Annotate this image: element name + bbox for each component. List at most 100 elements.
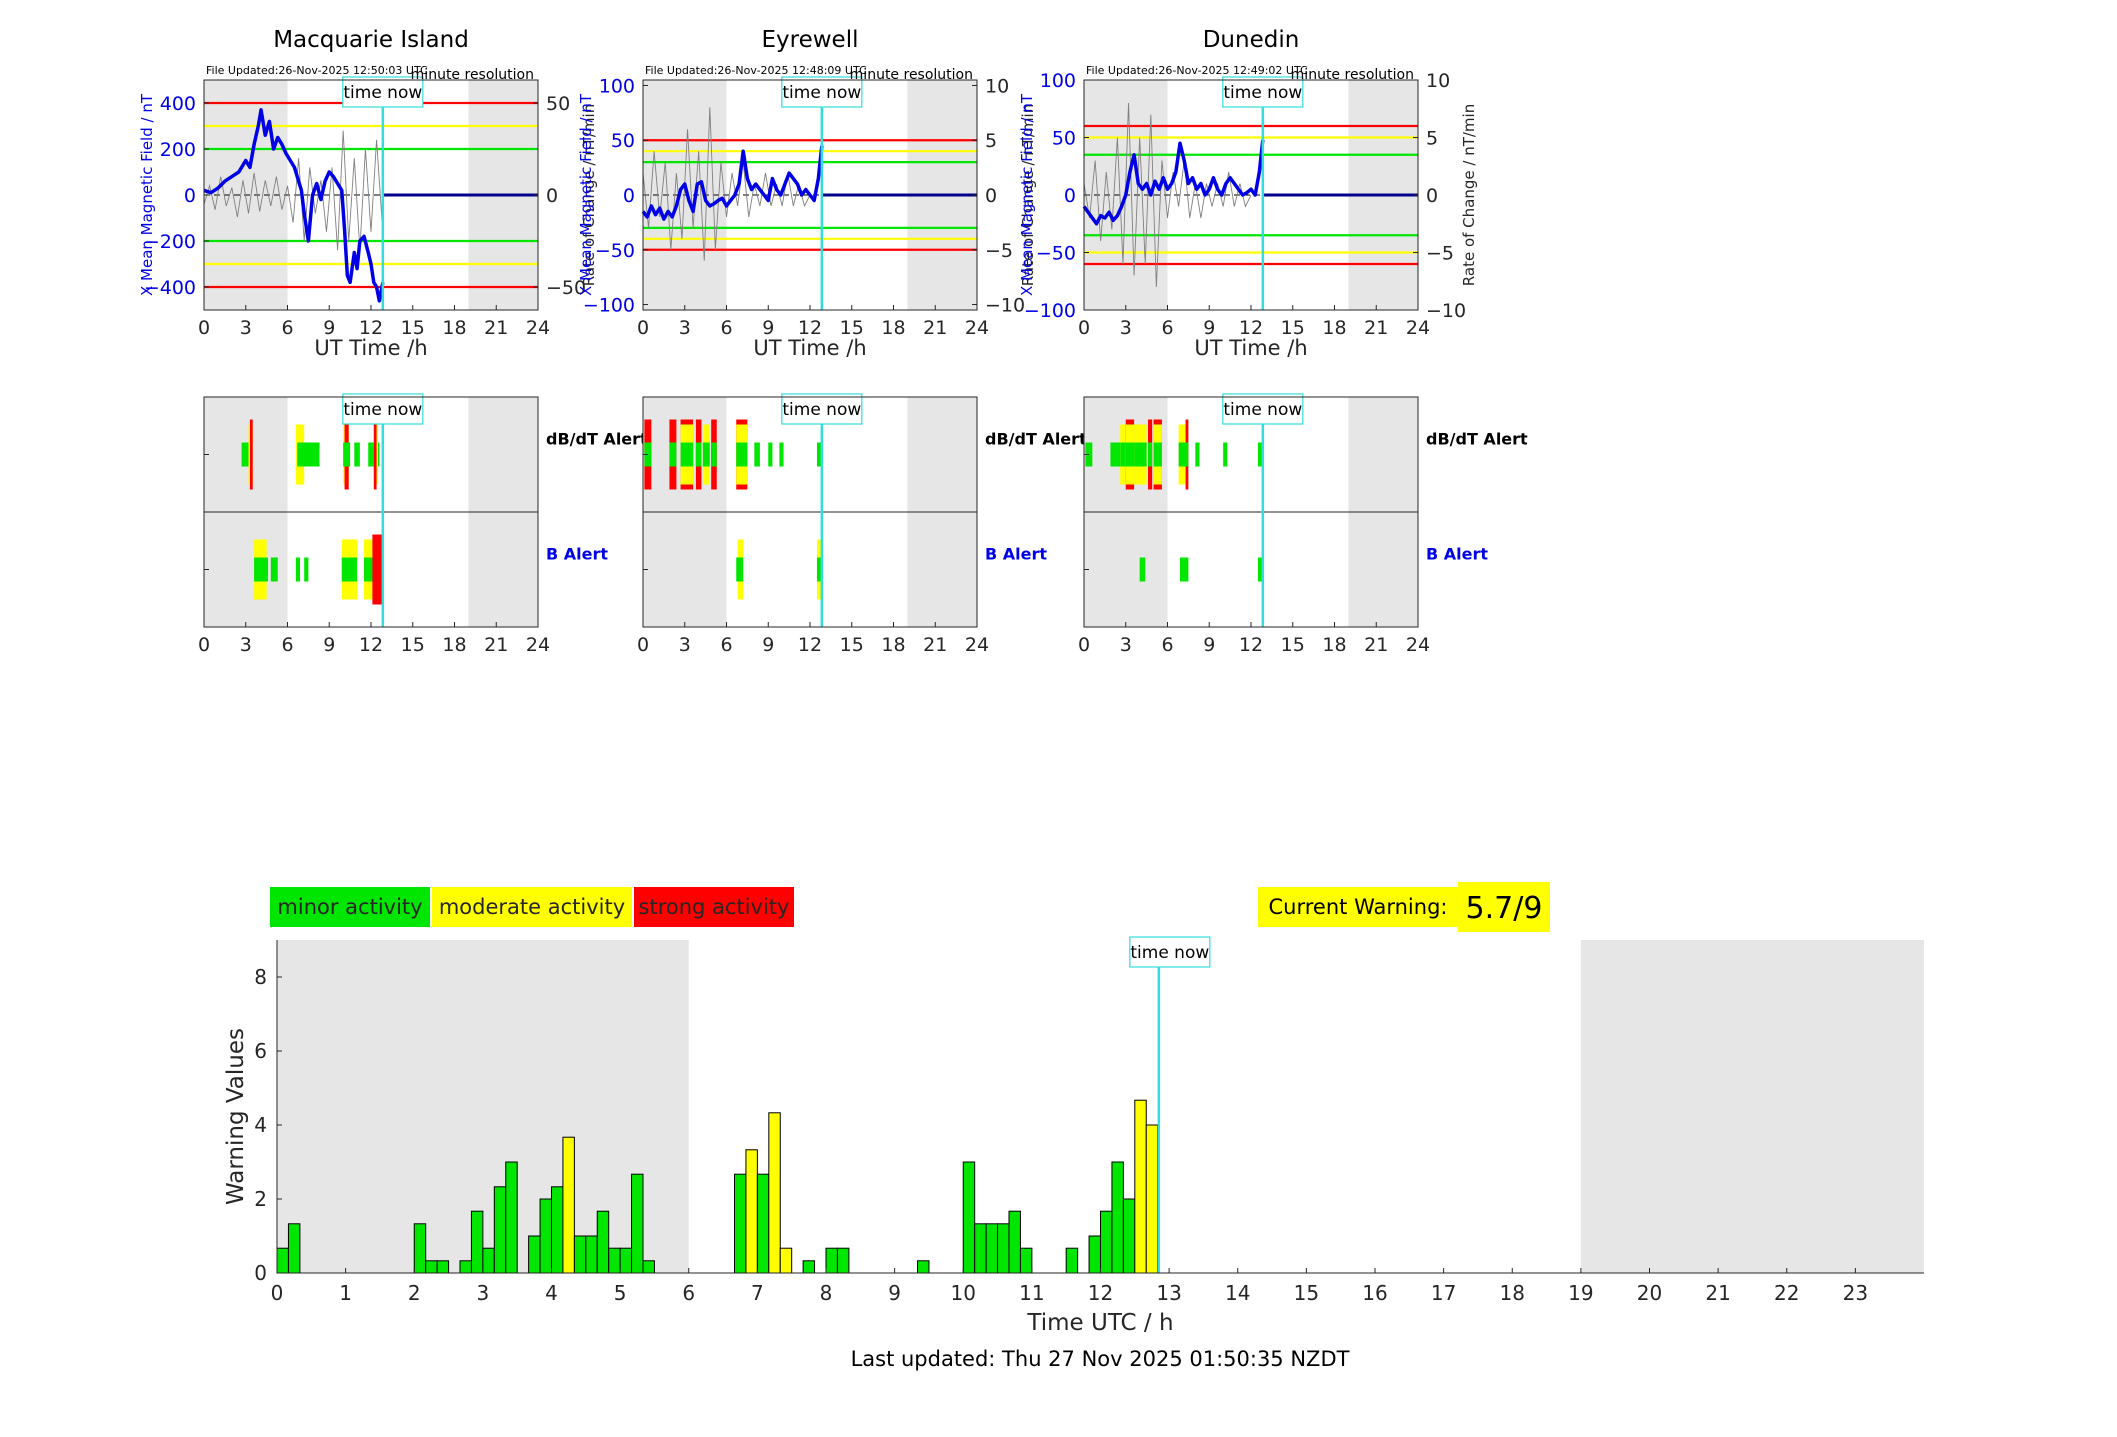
warning-bar <box>917 1260 930 1274</box>
x-tick-label: 0 <box>198 634 210 656</box>
alert-event <box>680 442 694 467</box>
y-left-tick-label: 0 <box>1064 185 1076 207</box>
y-left-axis-label: X Mean Magnetic Field / nT <box>138 93 156 296</box>
alert-event <box>341 557 358 582</box>
x-tick-label: 19 <box>1568 1281 1593 1305</box>
x-tick-label: 3 <box>477 1281 490 1305</box>
warning-bar <box>482 1247 495 1274</box>
alert-event <box>779 442 784 467</box>
x-tick-label: 9 <box>762 634 774 656</box>
x-tick-label: 21 <box>484 317 508 339</box>
alert-event <box>702 442 710 467</box>
x-tick-label: 15 <box>401 317 425 339</box>
y-tick-label: 4 <box>254 1113 267 1137</box>
current-warning-value-bg <box>1458 882 1550 932</box>
legend-swatch <box>270 887 430 927</box>
time-now-label: time now <box>1223 400 1302 420</box>
alert-event <box>1134 442 1147 467</box>
y-left-tick-label: −50 <box>595 240 635 262</box>
x-tick-label: 11 <box>1019 1281 1044 1305</box>
x-tick-label: 24 <box>526 634 550 656</box>
warning-bar <box>1065 1247 1079 1274</box>
alert-event <box>1110 442 1121 467</box>
y-left-tick-label: 0 <box>184 185 196 207</box>
file-updated: File Updated:26-Nov-2025 12:49:02 UTC <box>1086 64 1308 77</box>
time-now-label: time now <box>782 400 861 420</box>
x-tick-label: 5 <box>614 1281 627 1305</box>
y-left-tick-label: 50 <box>1052 128 1076 150</box>
warning-bar <box>459 1260 472 1274</box>
warning-bar <box>1122 1198 1136 1274</box>
alert-event <box>373 419 377 490</box>
alert-event <box>768 442 773 467</box>
x-tick-label: 6 <box>1161 317 1173 339</box>
alert-event <box>1185 442 1189 467</box>
activity-legend: minor activity moderate activity strong ac… <box>270 887 794 927</box>
legend-swatch <box>432 887 632 927</box>
warning-bar <box>539 1198 553 1274</box>
resolution-label: minute resolution <box>1291 67 1414 83</box>
y-left-tick-label: 400 <box>160 93 196 115</box>
alert-row-label: B Alert <box>1426 545 1488 564</box>
warning-bar <box>1134 1099 1147 1274</box>
x-tick-label: 3 <box>240 634 252 656</box>
footer-last-updated: Last updated: Thu 27 Nov 2025 01:50:35 N… <box>851 1347 1350 1371</box>
x-axis-label: UT Time /h <box>753 336 866 360</box>
alert-event <box>669 442 677 467</box>
x-tick-label: 24 <box>1406 634 1430 656</box>
x-tick-label: 9 <box>1203 317 1215 339</box>
x-tick-label: 21 <box>484 634 508 656</box>
time-now-box <box>781 393 863 425</box>
x-tick-label: 23 <box>1843 1281 1868 1305</box>
time-now-box <box>342 393 424 425</box>
warning-bar <box>642 1260 655 1274</box>
rate-of-change-line <box>203 130 383 251</box>
rate-of-change-line <box>1083 102 1252 288</box>
warning-bar <box>1111 1161 1124 1274</box>
warning-bar <box>836 1247 850 1274</box>
alert-event <box>1257 557 1263 582</box>
warning-bar <box>1008 1210 1021 1274</box>
alert-event <box>1153 442 1162 467</box>
warning-bar <box>825 1247 838 1274</box>
warning-bar <box>768 1112 781 1274</box>
y-tick-label: 2 <box>254 1187 267 1211</box>
alert-event <box>736 442 748 467</box>
x-tick-label: 3 <box>679 317 691 339</box>
warning-bar <box>745 1149 758 1274</box>
mean-field-line <box>203 108 385 303</box>
y-left-tick-label: −100 <box>1024 300 1076 322</box>
x-tick-label: 12 <box>359 317 383 339</box>
time-now-box <box>1222 76 1304 108</box>
warning-bar <box>287 1223 301 1274</box>
warning-bar <box>425 1260 438 1274</box>
alert-event <box>816 442 822 467</box>
current-warning: Current Warning: 5.7/9 <box>1258 882 1550 932</box>
mean-field-line <box>1082 139 1265 226</box>
warning-bar <box>619 1247 633 1274</box>
y-right-tick-label: −10 <box>985 295 1025 317</box>
x-tick-label: 15 <box>840 634 864 656</box>
y-right-tick-label: 10 <box>1426 70 1450 92</box>
y-right-tick-label: 0 <box>985 185 997 207</box>
y-left-tick-label: 50 <box>611 130 635 152</box>
time-now-label: time now <box>343 400 422 420</box>
time-now-label: time now <box>782 83 861 103</box>
alert-event <box>1120 442 1126 467</box>
y-left-tick-label: 200 <box>160 139 196 161</box>
x-tick-label: 6 <box>682 1281 695 1305</box>
alert-panel-3: time now dB/dT Alert B Alert 0 3 6 9 12 15 18 21 24 <box>1078 393 1528 656</box>
y-left-axis-label: X Mean Magnetic Field / nT <box>1018 93 1036 296</box>
station-panel-3: Dunedin time now 0 3 6 9 12 15 18 21 24 UT Time /h −… <box>1018 27 1478 360</box>
x-tick-label: 9 <box>1203 634 1215 656</box>
x-tick-label: 15 <box>1281 317 1305 339</box>
y-left-tick-label: −50 <box>1036 243 1076 265</box>
current-warning-label-bg <box>1258 887 1458 927</box>
alert-event <box>297 442 320 467</box>
warning-bar <box>493 1186 507 1274</box>
y-right-tick-label: −5 <box>1426 243 1454 265</box>
x-tick-label: 8 <box>820 1281 833 1305</box>
alert-event <box>295 557 301 582</box>
